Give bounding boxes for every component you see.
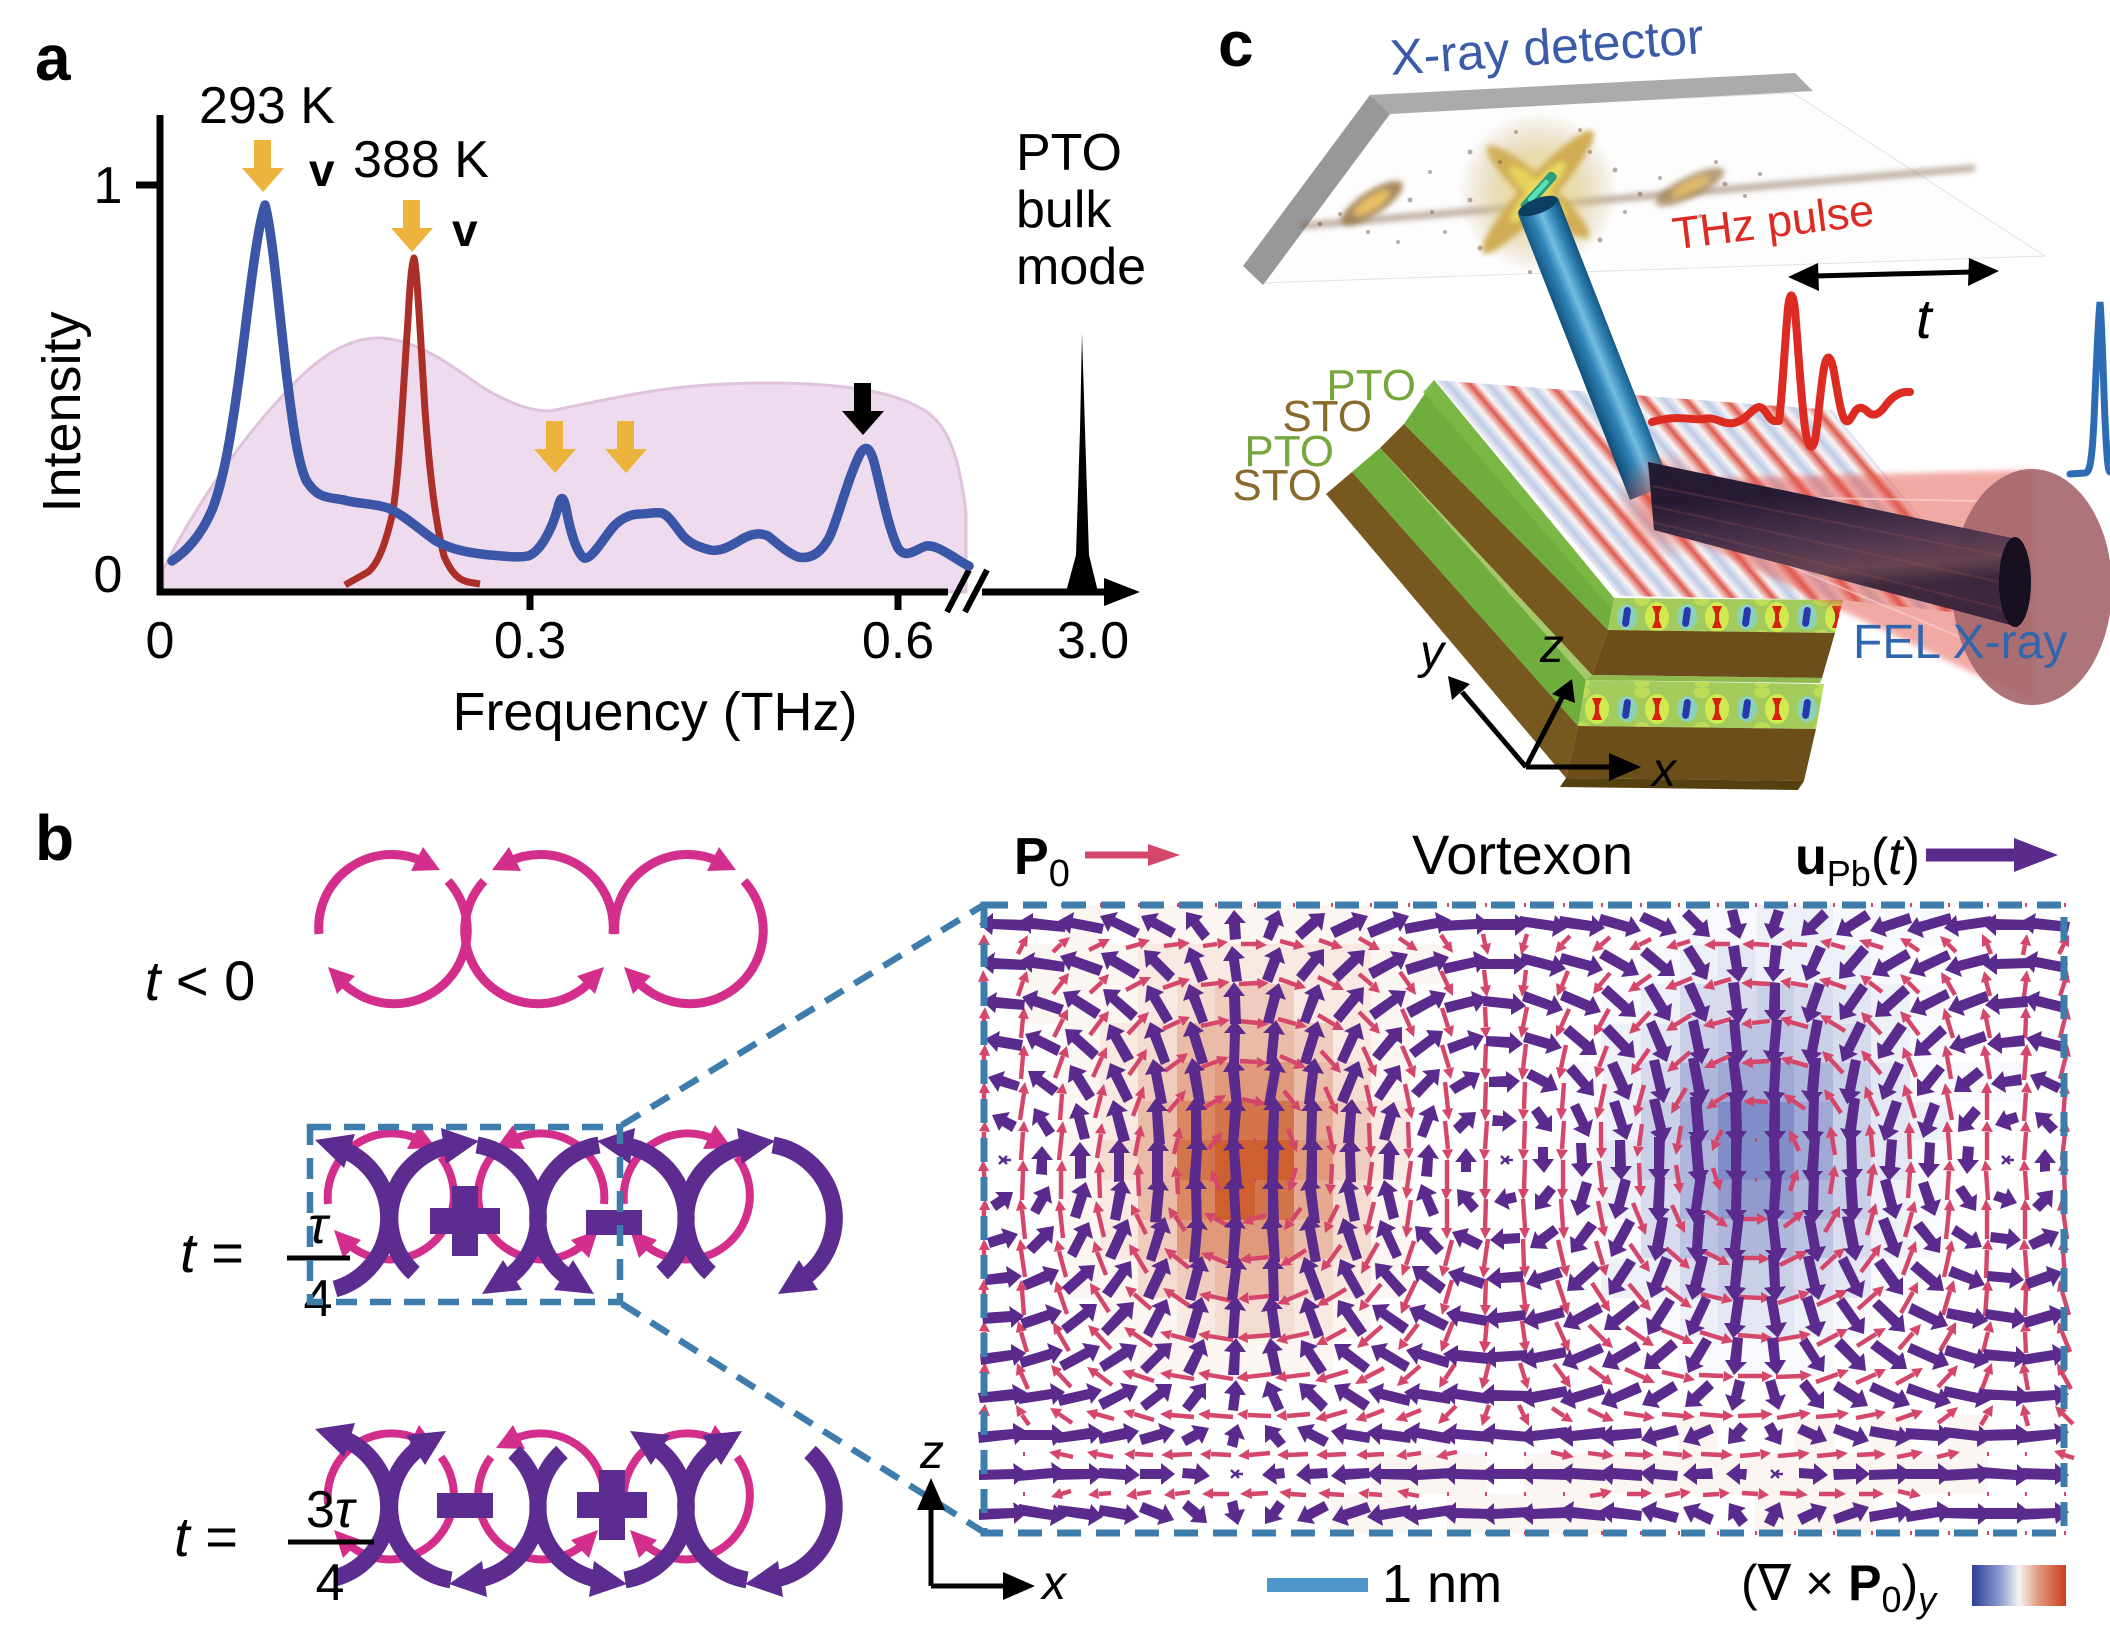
svg-text:v: v <box>309 144 335 196</box>
svg-text:PTO: PTO <box>1244 427 1334 476</box>
svg-text:4: 4 <box>316 1554 345 1612</box>
svg-text:t < 0: t < 0 <box>145 949 256 1012</box>
svg-text:b: b <box>35 802 74 874</box>
svg-text:0: 0 <box>94 546 123 604</box>
svg-text:0.3: 0.3 <box>494 612 566 670</box>
svg-text:388 K: 388 K <box>353 131 489 189</box>
svg-text:1 nm: 1 nm <box>1382 1554 1502 1614</box>
svg-text:bulk: bulk <box>1016 181 1112 239</box>
svg-text:PTO: PTO <box>1326 361 1416 410</box>
svg-text:x: x <box>1040 1557 1068 1610</box>
svg-text:0: 0 <box>146 612 175 670</box>
svg-text:0.6: 0.6 <box>862 612 934 670</box>
svg-text:FEL X-ray: FEL X-ray <box>1853 616 2067 669</box>
svg-text:mode: mode <box>1016 238 1146 296</box>
svg-text:t: t <box>1916 287 1934 350</box>
svg-text:t =: t = <box>180 1221 244 1284</box>
svg-text:Intensity: Intensity <box>32 311 92 512</box>
svg-text:Frequency (THz): Frequency (THz) <box>452 682 857 742</box>
svg-text:z: z <box>1539 620 1564 673</box>
svg-text:c: c <box>1218 8 1254 80</box>
svg-text:v: v <box>452 204 478 256</box>
svg-text:PTO: PTO <box>1016 124 1122 182</box>
svg-text:y: y <box>1417 626 1447 679</box>
svg-text:STO: STO <box>1282 392 1372 441</box>
svg-text:STO: STO <box>1232 461 1322 510</box>
svg-text:z: z <box>919 1426 944 1479</box>
svg-text:x: x <box>1650 744 1678 797</box>
svg-text:3.0: 3.0 <box>1057 612 1129 670</box>
svg-text:1: 1 <box>94 157 123 215</box>
svg-text:(∇ × P0)y: (∇ × P0)y <box>1741 1555 1938 1620</box>
svg-text:τ: τ <box>308 1197 331 1255</box>
svg-text:t =: t = <box>174 1505 238 1568</box>
svg-text:3τ: 3τ <box>306 1481 358 1539</box>
svg-text:Vortexon: Vortexon <box>1412 823 1633 886</box>
svg-text:a: a <box>35 22 71 94</box>
svg-text:293 K: 293 K <box>199 77 335 135</box>
